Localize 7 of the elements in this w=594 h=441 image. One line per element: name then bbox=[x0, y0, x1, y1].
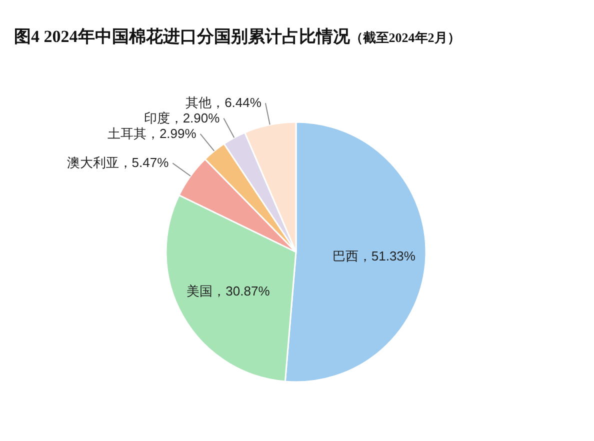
slice-label: 其他，6.44% bbox=[186, 95, 262, 110]
slice-label: 巴西，51.33% bbox=[332, 248, 416, 264]
chart-title: 图4 2024年中国棉花进口分国别累计占比情况（截至2024年2月） bbox=[14, 27, 460, 46]
slice-label: 印度，2.90% bbox=[144, 110, 220, 126]
slice-label: 澳大利亚，5.47% bbox=[66, 155, 170, 170]
slice-label: 美国，30.87% bbox=[186, 284, 270, 299]
slice-label: 土耳其，2.99% bbox=[107, 126, 197, 141]
